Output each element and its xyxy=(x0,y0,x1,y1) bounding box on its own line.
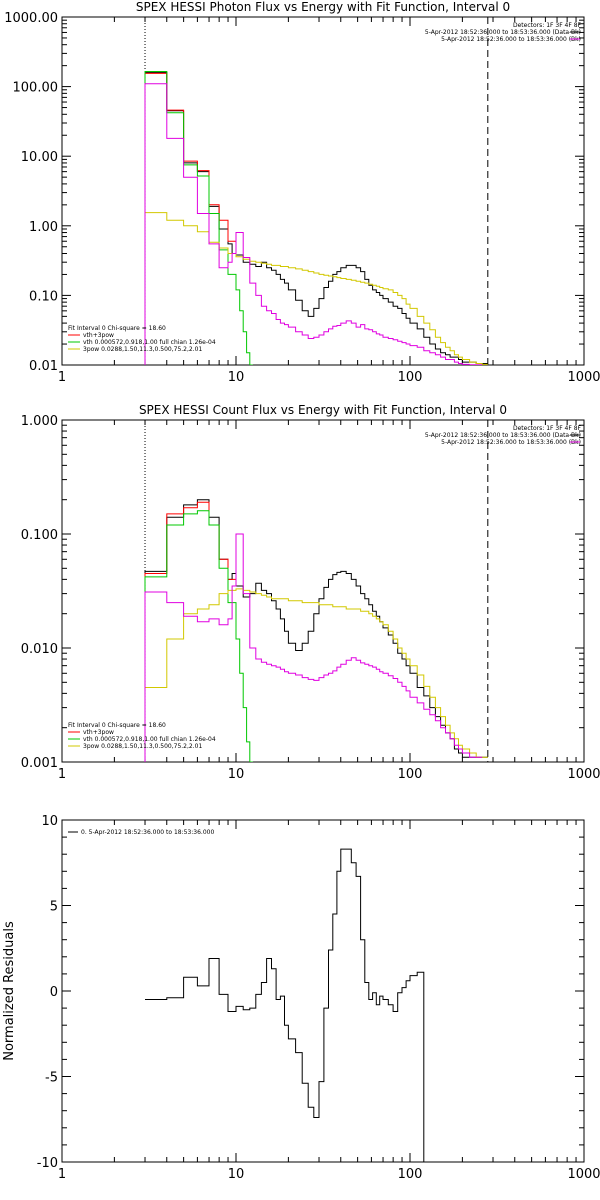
series-line-3 xyxy=(144,71,253,365)
series-line-5 xyxy=(144,83,483,365)
series-line-1 xyxy=(144,499,488,762)
x-tick-label: 100 xyxy=(398,1167,423,1182)
x-tick-label: 1000 xyxy=(567,1167,600,1182)
y-tick-label: 10 xyxy=(41,814,58,829)
legend-label-1: Fit Interval 0 Chi-square = 18.60 xyxy=(68,325,166,332)
series-line-1 xyxy=(144,71,488,365)
header-line-2: 5-Apr-2012 18:52:36.000 to 18:53:36.000 … xyxy=(425,29,581,36)
y-tick-label: 1000.00 xyxy=(4,11,58,26)
data-series-group xyxy=(145,848,430,1162)
y-tick-label: -5 xyxy=(45,1071,58,1086)
plot-frame xyxy=(61,819,585,1163)
series-line-4 xyxy=(144,588,488,762)
series-line-1 xyxy=(145,848,430,1162)
series-line-2 xyxy=(144,72,236,365)
x-tick-label: 10 xyxy=(228,1167,245,1182)
x-tick-label: 1 xyxy=(58,767,66,782)
data-series-group xyxy=(144,71,488,365)
legend-label-2: vth+3pow xyxy=(83,332,114,339)
series-line-3 xyxy=(144,510,253,762)
y-tick-label: 0.010 xyxy=(21,642,58,657)
y-tick-label: 1.00 xyxy=(29,220,58,235)
x-tick-label: 1000 xyxy=(567,370,600,385)
data-series-group xyxy=(144,499,488,762)
chart-panel-1: SPEX HESSI Photon Flux vs Energy with Fi… xyxy=(4,0,600,385)
x-tick-label: 1 xyxy=(58,1167,66,1182)
y-tick-label: 1.000 xyxy=(21,414,58,429)
x-tick-label: 10 xyxy=(228,370,245,385)
plot-frame xyxy=(61,16,585,366)
header-line-3: 5-Apr-2012 18:52:36.000 to 18:53:36.000 … xyxy=(441,36,581,43)
x-tick-label: 100 xyxy=(398,767,423,782)
y-tick-label: 0.10 xyxy=(29,289,58,304)
y-tick-label: 10.00 xyxy=(21,150,58,165)
y-tick-label: 0 xyxy=(50,985,58,1000)
y-tick-label: 0.01 xyxy=(29,359,58,374)
legend-label-2: vth+3pow xyxy=(83,729,114,736)
plot-frame xyxy=(61,419,585,763)
legend-label-1: Fit Interval 0 Chi-square = 18.60 xyxy=(68,722,166,729)
y-tick-label: 0.001 xyxy=(21,756,58,771)
y-tick-label: 0.100 xyxy=(21,528,58,543)
legend-label-4: 3pow 0.0288,1.50,11.3,0.500,75.2,2.01 xyxy=(83,346,202,353)
x-tick-label: 10 xyxy=(228,767,245,782)
x-tick-label: 1000 xyxy=(567,767,600,782)
y-tick-label: 100.00 xyxy=(13,81,59,96)
chart-title: SPEX HESSI Count Flux vs Energy with Fit… xyxy=(139,403,507,417)
chart-panel-2: SPEX HESSI Count Flux vs Energy with Fit… xyxy=(21,403,600,782)
legend-label-1: 0. 5-Apr-2012 18:52:36.000 to 18:53:36.0… xyxy=(81,829,214,836)
header-line-3: 5-Apr-2012 18:52:36.000 to 18:53:36.000 … xyxy=(441,439,581,446)
chart-title: SPEX HESSI Photon Flux vs Energy with Fi… xyxy=(136,0,510,14)
header-line-1: Detectors: 1F 3F 4F 8F xyxy=(513,22,582,29)
y-tick-label: -10 xyxy=(37,1156,58,1171)
series-line-4 xyxy=(144,212,488,365)
x-tick-label: 100 xyxy=(398,370,423,385)
legend-label-3: vth 0.000572,0.918,1.00 full chian 1.26e… xyxy=(83,736,216,743)
y-axis-label: Normalized Residuals xyxy=(2,921,17,1061)
header-line-2: 5-Apr-2012 18:52:36.000 to 18:53:36.000 … xyxy=(425,432,581,439)
legend-label-4: 3pow 0.0288,1.50,11.3,0.500,75.2,2.01 xyxy=(83,743,202,750)
chart-panel-3: 1 10 100 1000 -10 -5 0 5 10 Normalized Residuals 0… xyxy=(2,814,600,1182)
y-tick-label: 5 xyxy=(50,900,58,915)
series-line-5 xyxy=(144,533,483,762)
header-line-1: Detectors: 1F 3F 4F 8F xyxy=(513,425,582,432)
x-tick-label: 1 xyxy=(58,370,66,385)
legend-label-3: vth 0.000572,0.918,1.00 full chian 1.26e… xyxy=(83,339,216,346)
